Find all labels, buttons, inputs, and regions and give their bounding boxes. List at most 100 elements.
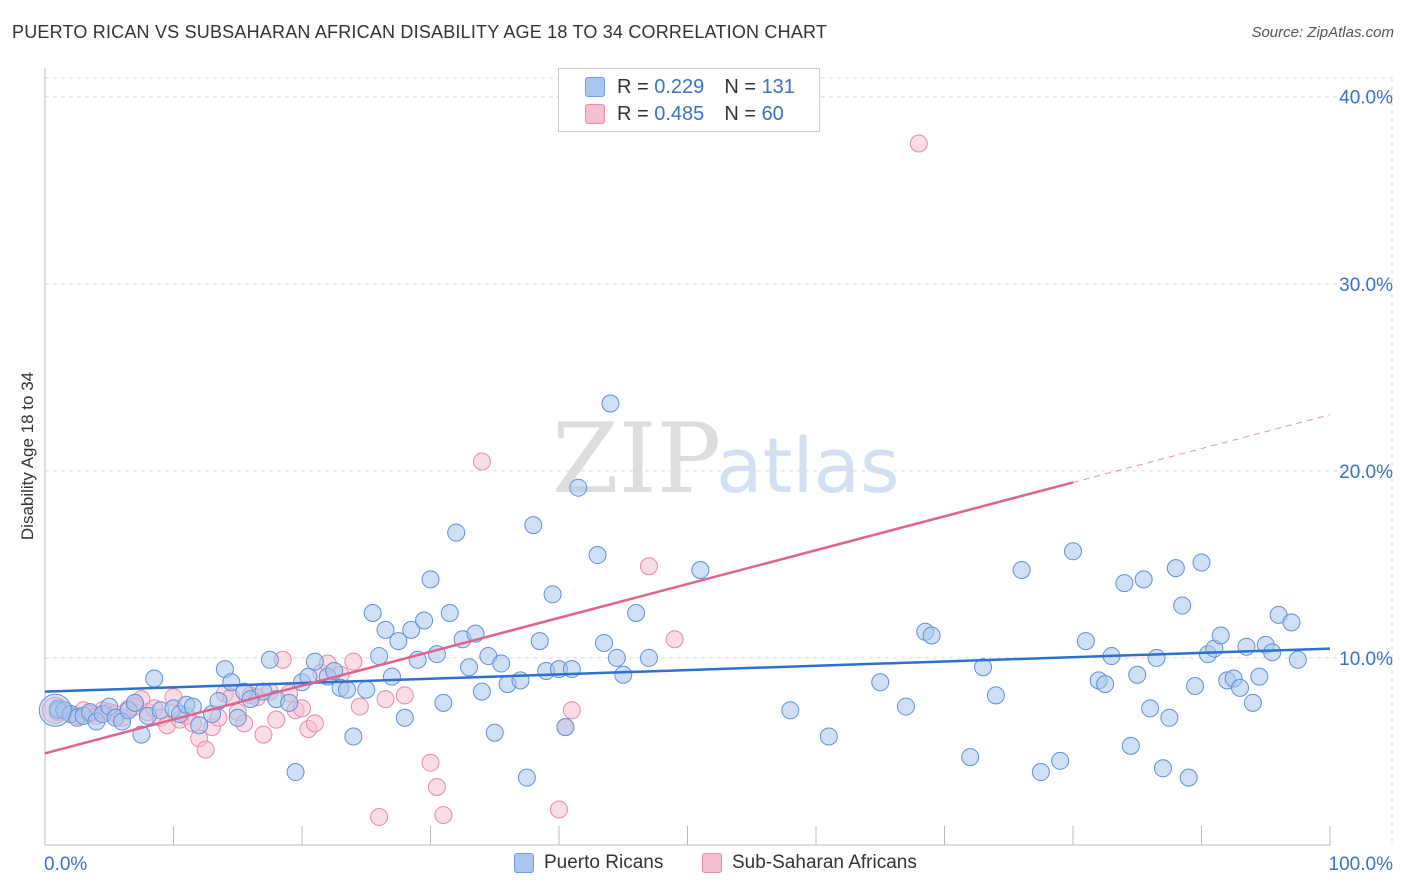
puerto-rican-point [305, 652, 324, 671]
puerto-rican-point [1128, 665, 1147, 684]
puerto-rican-point [517, 768, 536, 787]
puerto-rican-point [1076, 632, 1095, 651]
y-tick-label: 40.0% [1339, 88, 1393, 109]
puerto-rican-point [1160, 708, 1179, 727]
puerto-rican-point [974, 658, 993, 677]
sub-saharan-point [395, 686, 414, 705]
puerto-rican-point [1250, 667, 1269, 686]
puerto-rican-point [286, 763, 305, 782]
puerto-rican-point [145, 669, 164, 688]
puerto-rican-point [614, 665, 633, 684]
puerto-rican-point [382, 667, 401, 686]
puerto-rican-point [209, 691, 228, 710]
legend-swatch-blue [585, 77, 605, 97]
stats-legend: R = 0.229 N = 131 R = 0.485 N = 60 [558, 68, 820, 132]
puerto-rican-point [1051, 751, 1070, 770]
puerto-rican-point [1064, 542, 1082, 561]
puerto-rican-trend-line [44, 647, 1331, 693]
puerto-rican-point [1173, 596, 1192, 615]
sub-saharan-point [376, 690, 395, 709]
puerto-rican-point [1192, 553, 1211, 572]
sub-saharan-point [350, 697, 369, 716]
x-tick-label-min: 0.0% [44, 854, 87, 875]
puerto-rican-point [1121, 736, 1140, 755]
puerto-rican-point [627, 604, 646, 623]
puerto-rican-point [961, 748, 980, 767]
legend-puerto-ricans: Puerto Ricans [514, 852, 663, 874]
puerto-rican-point [447, 523, 466, 542]
sub-saharan-trend-line [44, 481, 1074, 755]
puerto-rican-point [1211, 626, 1230, 645]
puerto-rican-point [260, 650, 279, 669]
sub-saharan-trend-extension [1072, 414, 1331, 483]
legend-r-label: R = [617, 75, 649, 98]
y-tick-label: 30.0% [1339, 275, 1393, 296]
sub-saharan-point [909, 134, 928, 153]
puerto-rican-point [1134, 570, 1153, 589]
puerto-rican-point [395, 708, 414, 727]
puerto-rican-point [1186, 676, 1205, 695]
puerto-rican-point [601, 394, 620, 413]
puerto-rican-point [1263, 643, 1282, 662]
puerto-rican-point [337, 680, 356, 699]
legend-r-value: 0.229 [654, 75, 705, 98]
y-tick-label: 10.0% [1339, 649, 1393, 670]
axes [44, 68, 1331, 846]
tick-labels: 10.0% 20.0% 30.0% 40.0% 0.0% 100.0% [44, 88, 1393, 875]
puerto-rican-point [594, 633, 613, 652]
legend-r-label: R = [617, 102, 649, 125]
legend-n-value: 131 [761, 75, 795, 98]
legend-label: Puerto Ricans [544, 852, 664, 873]
watermark-atlas: atlas [716, 421, 900, 510]
sub-saharan-point [427, 778, 446, 797]
puerto-rican-point [1243, 693, 1262, 712]
sub-saharan-point [562, 701, 581, 720]
legend-swatch-pink [702, 853, 722, 873]
legend-row-puerto-rican: R = 0.229 N = 131 [585, 74, 795, 100]
puerto-rican-point [1115, 574, 1134, 593]
puerto-rican-point [415, 611, 434, 630]
puerto-rican-point [1153, 759, 1172, 778]
puerto-rican-point [370, 647, 389, 666]
puerto-rican-point [569, 478, 588, 497]
legend-r-value: 0.485 [654, 102, 705, 125]
puerto-rican-point [1288, 650, 1307, 669]
puerto-rican-point [819, 727, 838, 746]
y-tick-label: 20.0% [1339, 462, 1393, 483]
puerto-rican-point [922, 626, 941, 645]
sub-saharan-point [254, 725, 273, 744]
puerto-rican-point [190, 716, 209, 735]
puerto-rican-point [524, 516, 543, 535]
puerto-rican-point [1031, 763, 1050, 782]
puerto-rican-point [389, 632, 408, 651]
x-tick-label-max: 100.0% [1329, 854, 1394, 875]
puerto-rican-point [1166, 559, 1185, 578]
puerto-rican-point [986, 686, 1005, 705]
puerto-rican-point [639, 648, 658, 667]
legend-n-value: 60 [761, 102, 784, 125]
sub-saharan-point [196, 740, 215, 759]
puerto-rican-point [460, 658, 479, 677]
puerto-rican-point [1012, 561, 1031, 580]
puerto-rican-point-large [38, 693, 72, 727]
puerto-rican-point [280, 693, 299, 712]
puerto-rican-point [896, 697, 915, 716]
sub-saharan-point [305, 714, 324, 733]
puerto-rican-point [1282, 613, 1301, 632]
puerto-rican-point [376, 620, 395, 639]
sub-saharan-point [550, 800, 568, 819]
puerto-rican-point [691, 561, 710, 580]
legend-n-label: N = [724, 102, 756, 125]
sub-saharan-point [665, 630, 684, 649]
source-label: Source: ZipAtlas.com [1251, 24, 1394, 41]
puerto-rican-point [1147, 648, 1166, 667]
puerto-rican-point [434, 693, 453, 712]
puerto-rican-point [607, 648, 626, 667]
sub-saharan-point [344, 652, 363, 671]
sub-saharan-point [421, 753, 440, 772]
puerto-rican-point [485, 723, 504, 742]
puerto-rican-point [440, 604, 459, 623]
puerto-rican-point [1231, 678, 1250, 697]
